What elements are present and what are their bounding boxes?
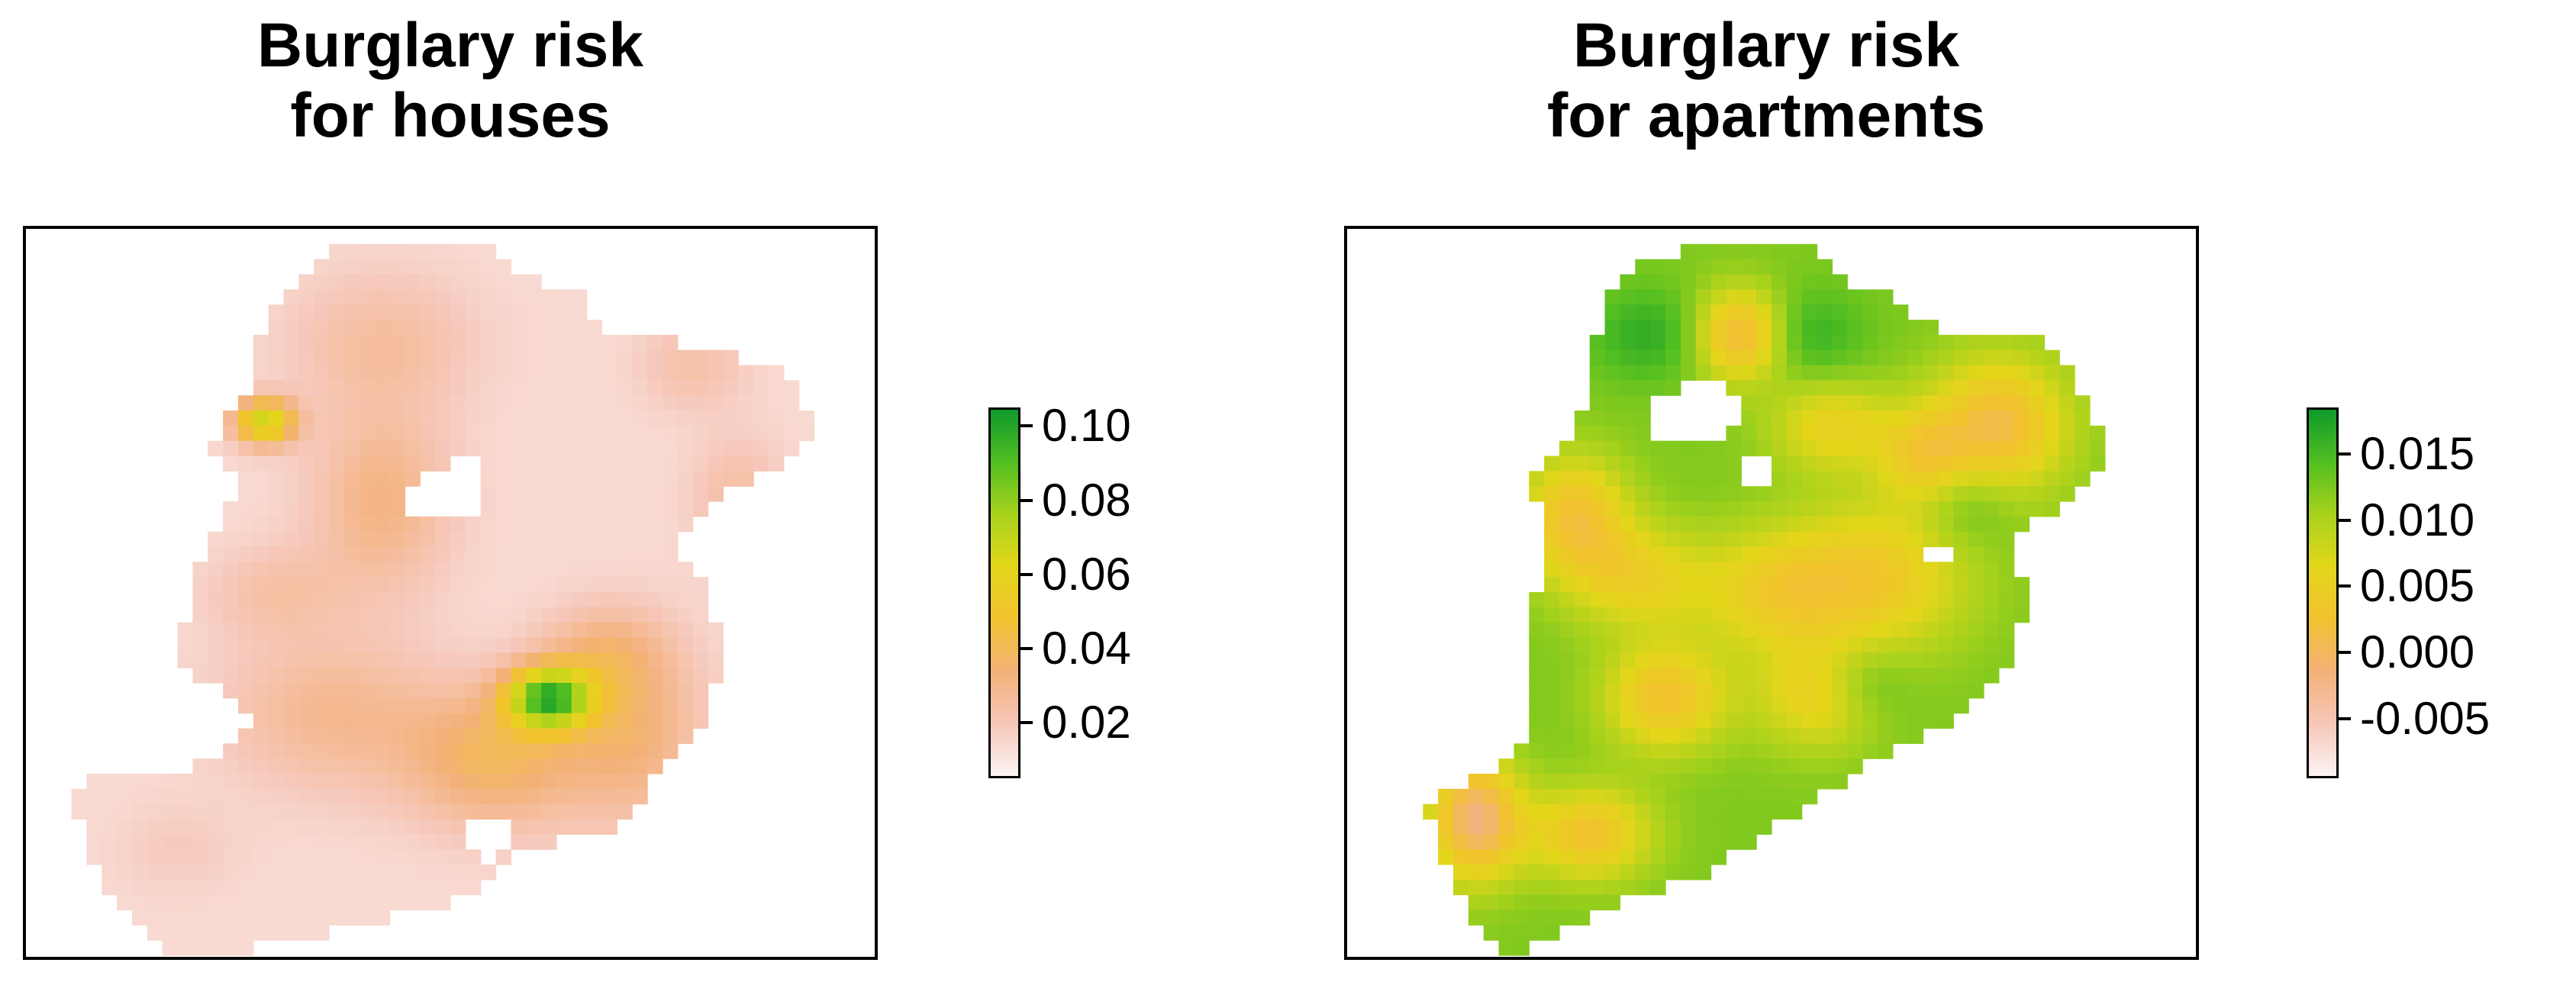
apartments-title-line1: Burglary risk [1573,11,1959,80]
legend-tick-label: 0.005 [2360,560,2475,612]
apartments-map-panel: Burglary risk for apartments 0.015 0.010 0… [1316,0,2576,982]
legend-tick-label: 0.06 [1042,548,1131,600]
legend-tick [2337,716,2351,720]
raster-cells [1423,243,2106,956]
raster-cells [71,243,815,956]
legend-tick-label: 0.015 [2360,427,2475,479]
legend-tick [1019,572,1033,576]
legend-tick-label: 0.08 [1042,474,1131,526]
houses-map-panel: Burglary risk for houses 0.10 0.08 0.06 0.0… [0,11,1131,960]
apartments-map-title: Burglary risk for apartments [1316,11,2217,151]
legend-tick-label: 0.010 [2360,494,2475,546]
houses-map-title: Burglary risk for houses [0,11,901,151]
legend-tick-label: 0.04 [1042,622,1131,674]
houses-title-line1: Burglary risk [257,11,643,80]
legend-tick [2337,651,2351,655]
legend-tick [2337,518,2351,522]
houses-color-legend [988,407,1020,778]
legend-tick [2337,452,2351,456]
apartments-color-legend [2307,407,2339,778]
legend-tick [1019,424,1033,428]
legend-tick [1019,646,1033,650]
legend-tick-label: 0.10 [1042,400,1131,452]
legend-tick [1019,498,1033,502]
houses-map-frame [23,226,878,960]
legend-tick [2337,584,2351,588]
legend-tick-label: 0.02 [1042,697,1131,749]
legend-tick [1019,721,1033,725]
legend-tick-label: -0.005 [2360,692,2491,744]
apartments-map-frame [1344,226,2199,960]
apartments-risk-map [1423,243,2106,956]
houses-risk-map [71,243,815,956]
apartments-title-line2: for apartments [1546,81,1986,150]
houses-title-line2: for houses [290,81,611,150]
legend-tick-label: 0.000 [2360,626,2475,678]
